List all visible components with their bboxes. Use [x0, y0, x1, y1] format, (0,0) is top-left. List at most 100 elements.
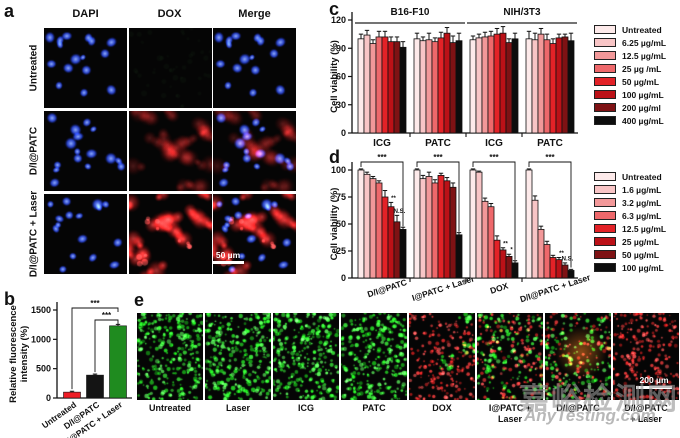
legend-item: 200 µg/ml — [594, 101, 666, 114]
svg-text:90: 90 — [336, 43, 346, 53]
svg-text:60: 60 — [336, 72, 346, 82]
bar — [369, 43, 377, 134]
bar — [393, 221, 401, 279]
panel-a-letter: a — [4, 1, 15, 21]
bar — [419, 40, 427, 134]
micrograph-e-3 — [341, 313, 407, 400]
bar — [443, 180, 451, 279]
bar — [543, 39, 551, 134]
svg-text:*: * — [510, 248, 513, 254]
legend-label: 12.5 µg/mL — [622, 50, 667, 61]
svg-text:Cell viability (%): Cell viability (%) — [329, 40, 340, 113]
legend-swatch — [594, 211, 616, 220]
legend-label: 6.25 µg/mL — [622, 37, 667, 48]
legend-label: 50 µg/mL — [622, 249, 660, 260]
legend-swatch — [594, 64, 616, 73]
bar — [561, 36, 569, 134]
legend-item: 12.5 µg/mL — [594, 222, 666, 235]
svg-text:***: *** — [433, 153, 443, 162]
svg-text:50: 50 — [336, 219, 346, 229]
svg-text:DOX: DOX — [489, 280, 510, 295]
legend-swatch — [594, 263, 616, 272]
legend-swatch — [594, 198, 616, 207]
bar — [413, 38, 421, 134]
svg-text:ICG: ICG — [485, 138, 503, 149]
legend-item: 50 µg/mL — [594, 248, 666, 261]
micrograph-e-0 — [137, 313, 203, 400]
svg-text:100: 100 — [331, 165, 346, 175]
bar — [537, 33, 545, 134]
legend-label: 50 µg/mL — [622, 76, 660, 87]
svg-text:75: 75 — [336, 192, 346, 202]
scale-bar-e-line — [636, 386, 672, 390]
legend-item: Untreated — [594, 23, 666, 36]
panel-e-label-dipatc-laser: D/I@PATC + Laser — [624, 403, 668, 425]
legend-label: 25 µg/mL — [622, 236, 660, 247]
micrograph-a-1-0 — [44, 111, 127, 191]
bar — [543, 244, 551, 279]
svg-text:NIH/3T3: NIH/3T3 — [503, 7, 541, 18]
bar — [363, 173, 371, 279]
legend-item: 12.5 µg/mL — [594, 49, 666, 62]
bar — [375, 36, 383, 134]
micrograph-a-0-2 — [213, 28, 296, 108]
bar — [511, 262, 519, 279]
svg-text:***: *** — [90, 299, 100, 308]
legend-c: Untreated 6.25 µg/mL 12.5 µg/mL 25 µg /mL 50… — [594, 23, 666, 127]
bar — [549, 43, 557, 134]
svg-text:0: 0 — [341, 273, 346, 283]
panel-e-label-icg: ICG — [297, 403, 314, 413]
bar — [531, 199, 539, 279]
svg-text:25: 25 — [336, 246, 346, 256]
svg-text:1500: 1500 — [31, 305, 51, 315]
panel-a-row-dipatc-laser: D/I@PATC + Laser — [28, 190, 40, 278]
chart-b: 0 500 1000 1500 Relative fluorescence intensi… — [8, 299, 132, 438]
micrograph-a-0-1 — [128, 28, 212, 108]
legend-item: 400 µg/mL — [594, 114, 666, 127]
bar — [555, 259, 563, 279]
legend-swatch — [594, 224, 616, 233]
panel-e-labels: Untreated Laser ICG PATC DOX I@PATC + La… — [137, 403, 679, 426]
bar — [499, 32, 507, 134]
micrograph-a-2-2 — [213, 194, 296, 274]
legend-item: 3.2 µg/mL — [594, 196, 666, 209]
bar — [487, 35, 495, 134]
bar — [469, 39, 477, 134]
legend-label: 1.6 µg/mL — [622, 184, 662, 195]
panel-e-label-ipatc-laser: I@PATC + Laser — [488, 403, 532, 425]
bar — [449, 186, 457, 279]
legend-swatch — [594, 185, 616, 194]
bar — [357, 169, 365, 279]
svg-text:PATC: PATC — [425, 138, 451, 149]
bar — [381, 36, 389, 134]
panel-b-letter: b — [4, 289, 15, 309]
svg-text:Relative fluorescence: Relative fluorescence — [8, 305, 19, 403]
panel-e-label-dox: DOX — [432, 403, 452, 413]
bar — [525, 169, 533, 279]
legend-label: 200 µg/ml — [622, 102, 661, 113]
bar — [63, 391, 81, 399]
svg-text:**: ** — [503, 241, 508, 247]
micrograph-a-1-1 — [128, 111, 212, 191]
svg-text:***: *** — [489, 153, 499, 162]
bar — [561, 264, 569, 279]
legend-swatch — [594, 116, 616, 125]
bar — [437, 174, 445, 279]
legend-swatch — [594, 250, 616, 259]
legend-label: 100 µg/mL — [622, 262, 664, 273]
legend-swatch — [594, 25, 616, 34]
legend-d: Untreated 1.6 µg/mL 3.2 µg/mL 6.3 µg/mL 12.5… — [594, 170, 666, 274]
panel-e-label-laser: Laser — [225, 403, 251, 413]
bar — [487, 206, 495, 279]
bar — [381, 196, 389, 279]
scale-bar-a-text: 50 µm — [215, 250, 241, 260]
bar — [443, 32, 451, 134]
bar — [481, 36, 489, 134]
micrograph-a-2-1 — [128, 194, 212, 274]
bar — [449, 42, 457, 134]
bar — [469, 169, 477, 279]
micrograph-a-1-2 — [213, 111, 296, 191]
scale-bar-e-text: 200 µm — [639, 375, 669, 385]
svg-text:intensity (%): intensity (%) — [19, 326, 30, 382]
